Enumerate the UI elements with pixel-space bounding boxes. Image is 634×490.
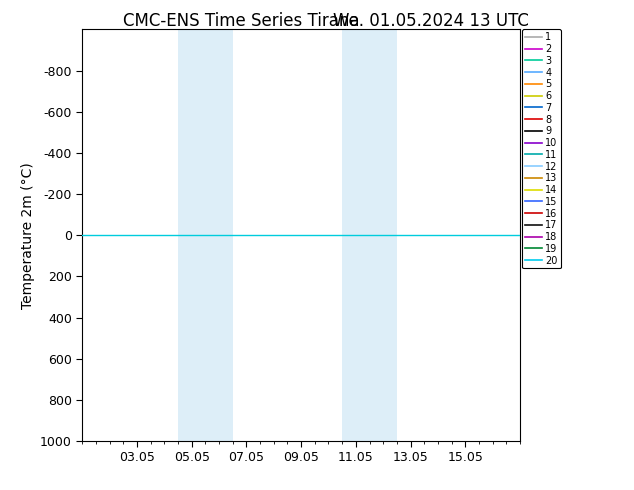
- Text: We. 01.05.2024 13 UTC: We. 01.05.2024 13 UTC: [333, 12, 529, 30]
- Text: CMC-ENS Time Series Tirana: CMC-ENS Time Series Tirana: [122, 12, 359, 30]
- Y-axis label: Temperature 2m (°C): Temperature 2m (°C): [20, 162, 35, 309]
- Bar: [178, 29, 233, 441]
- Legend: 1, 2, 3, 4, 5, 6, 7, 8, 9, 10, 11, 12, 13, 14, 15, 16, 17, 18, 19, 20: 1, 2, 3, 4, 5, 6, 7, 8, 9, 10, 11, 12, 1…: [522, 29, 560, 269]
- Bar: [342, 29, 397, 441]
